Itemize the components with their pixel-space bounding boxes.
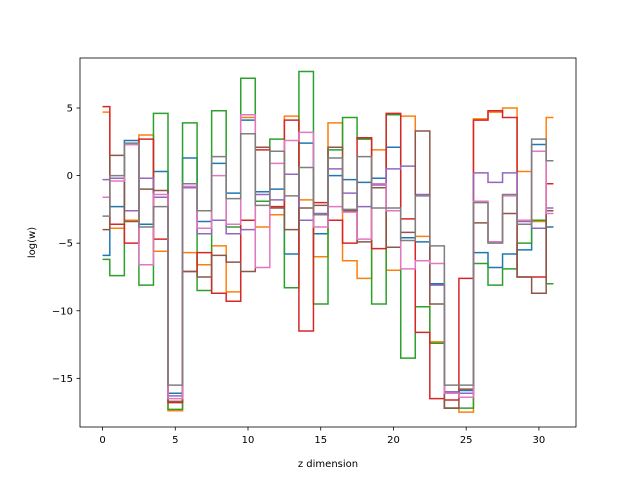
- y-tick-label: −15: [52, 374, 73, 385]
- x-tick-label: 10: [242, 435, 255, 446]
- y-tick-label: 5: [67, 104, 73, 115]
- x-tick-label: 25: [460, 435, 473, 446]
- x-axis: 0 5 10 15 20 25 30: [99, 427, 545, 446]
- series-line-7: [102, 132, 554, 386]
- x-tick-label: 15: [314, 435, 327, 446]
- y-axis-label: log(w): [27, 227, 38, 258]
- y-tick-label: −5: [58, 239, 73, 250]
- x-tick-label: 0: [99, 435, 105, 446]
- y-tick-label: −10: [52, 306, 73, 317]
- series-layer: [102, 70, 554, 413]
- series-line-6: [102, 114, 554, 400]
- x-tick-label: 30: [533, 435, 546, 446]
- x-axis-label: z dimension: [298, 459, 358, 470]
- series-line-2: [102, 70, 554, 411]
- y-tick-label: 0: [67, 171, 73, 182]
- x-tick-label: 20: [387, 435, 400, 446]
- y-axis: 5 0 −5 −10 −15: [52, 104, 80, 385]
- plot-frame: [79, 57, 577, 428]
- x-tick-label: 5: [172, 435, 178, 446]
